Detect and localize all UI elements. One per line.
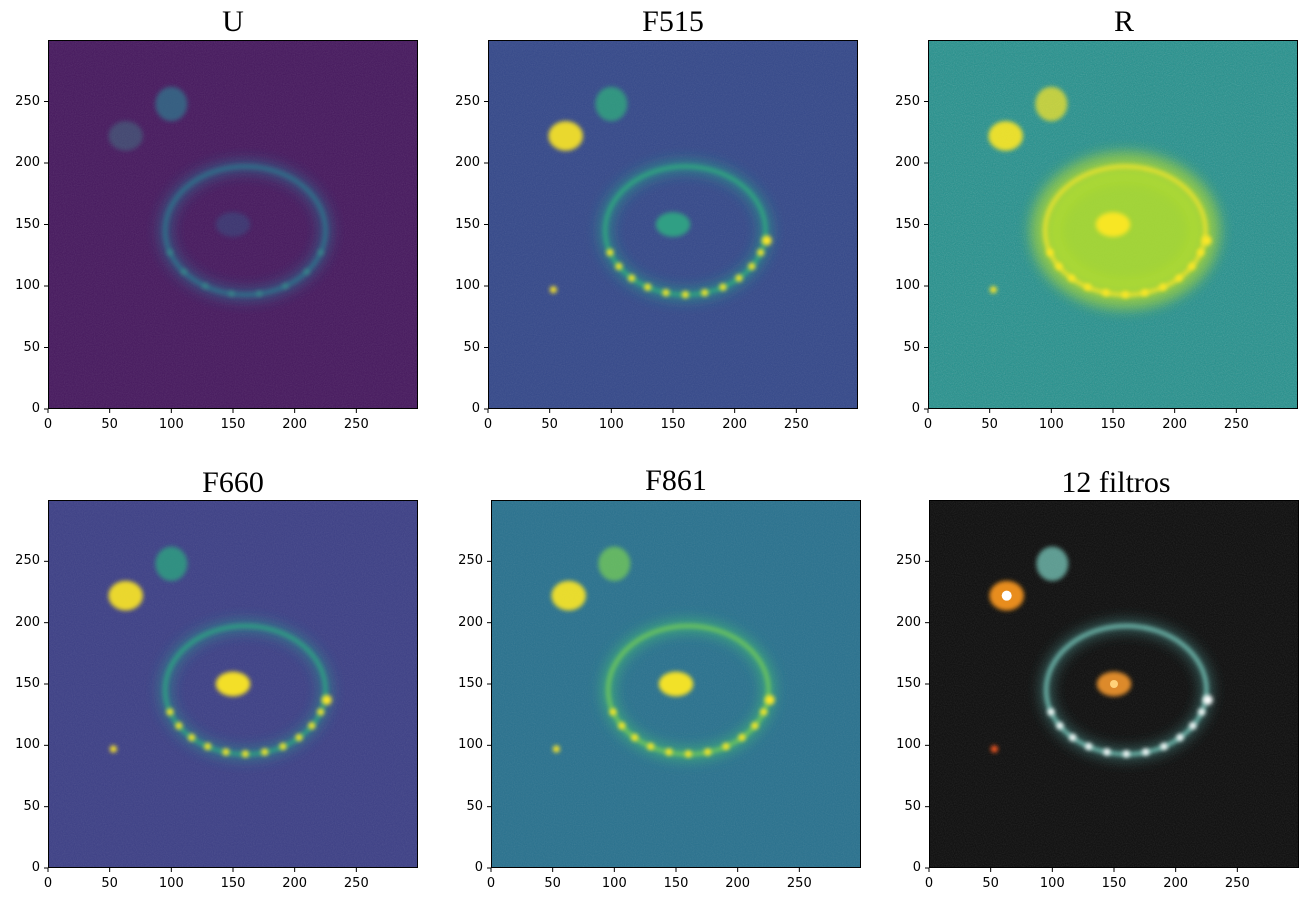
panel-title: 12 filtros	[1061, 466, 1171, 499]
x-tick-label: 150	[663, 876, 689, 891]
x-tick-label: 200	[282, 876, 308, 891]
x-tick-label: 100	[1039, 876, 1065, 891]
y-tick-label: 200	[458, 614, 483, 630]
x-tick-label: 250	[343, 417, 369, 432]
x-tick-label: 100	[1038, 417, 1064, 432]
x-tick-label: 50	[101, 876, 118, 891]
x-tick-label: 150	[220, 417, 246, 432]
x-tick-label: 250	[783, 417, 809, 432]
y-tick-label: 100	[895, 278, 920, 293]
x-tick-label: 50	[541, 417, 558, 432]
y-tick-label: 200	[896, 614, 921, 630]
y-tick-label: 200	[15, 614, 40, 630]
y-tick-label: 250	[455, 93, 480, 109]
y-tick-label: 0	[31, 401, 40, 416]
y-tick-label: 200	[895, 155, 920, 170]
x-tick-label: 200	[722, 417, 748, 432]
y-tick-label: 50	[466, 798, 483, 814]
y-tick-label: 250	[896, 553, 921, 569]
x-tick-label: 150	[220, 876, 246, 891]
y-tick-label: 250	[895, 93, 920, 109]
x-tick-label: 50	[544, 876, 561, 891]
x-tick-label: 150	[1100, 417, 1126, 432]
x-tick-label: 100	[598, 417, 624, 432]
y-tick-label: 50	[463, 339, 480, 355]
y-tick-label: 100	[458, 737, 483, 753]
y-tick-label: 150	[458, 676, 483, 691]
y-tick-label: 100	[455, 278, 480, 293]
y-tick-label: 250	[458, 553, 483, 569]
x-tick-label: 100	[158, 417, 184, 432]
x-tick-label: 50	[982, 876, 999, 891]
y-tick-label: 150	[15, 676, 40, 691]
y-tick-label: 50	[23, 339, 40, 355]
x-tick-label: 100	[158, 876, 184, 891]
y-tick-label: 150	[896, 676, 921, 691]
panel-title: F660	[202, 466, 264, 499]
y-tick-label: 150	[15, 216, 40, 232]
y-tick-label: 0	[474, 860, 483, 875]
x-tick-label: 250	[786, 876, 812, 891]
x-tick-label: 0	[43, 876, 53, 891]
y-tick-label: 100	[15, 278, 40, 293]
panel-title: R	[1113, 5, 1134, 38]
x-tick-label: 0	[486, 876, 496, 891]
x-tick-label: 250	[1224, 876, 1250, 891]
y-tick-label: 150	[895, 216, 920, 232]
x-tick-label: 50	[981, 417, 998, 432]
y-tick-label: 250	[15, 553, 40, 569]
x-tick-label: 0	[43, 417, 53, 432]
x-tick-label: 200	[282, 417, 308, 432]
x-tick-label: 250	[1223, 417, 1249, 432]
x-tick-label: 200	[725, 876, 751, 891]
x-tick-label: 150	[660, 417, 686, 432]
y-tick-label: 0	[912, 860, 921, 875]
y-tick-label: 250	[15, 93, 40, 109]
y-tick-label: 200	[455, 155, 480, 170]
panel-title: U	[222, 5, 244, 38]
x-tick-label: 0	[923, 417, 933, 432]
x-tick-label: 250	[343, 876, 369, 891]
panel-title: F861	[645, 464, 707, 497]
y-tick-label: 50	[23, 798, 40, 814]
y-tick-label: 100	[15, 737, 40, 753]
y-tick-label: 50	[903, 339, 920, 355]
x-tick-label: 150	[1101, 876, 1127, 891]
y-tick-label: 50	[904, 798, 921, 814]
x-tick-label: 100	[601, 876, 627, 891]
x-tick-label: 0	[483, 417, 493, 432]
x-tick-label: 200	[1163, 876, 1189, 891]
y-tick-label: 200	[15, 155, 40, 170]
y-tick-label: 0	[911, 401, 920, 416]
x-tick-label: 200	[1162, 417, 1188, 432]
y-tick-label: 0	[31, 860, 40, 875]
x-tick-label: 0	[924, 876, 934, 891]
panel-title: F515	[642, 5, 704, 38]
y-tick-label: 150	[455, 216, 480, 232]
x-tick-label: 50	[101, 417, 118, 432]
y-tick-label: 0	[471, 401, 480, 416]
y-tick-label: 100	[896, 737, 921, 753]
